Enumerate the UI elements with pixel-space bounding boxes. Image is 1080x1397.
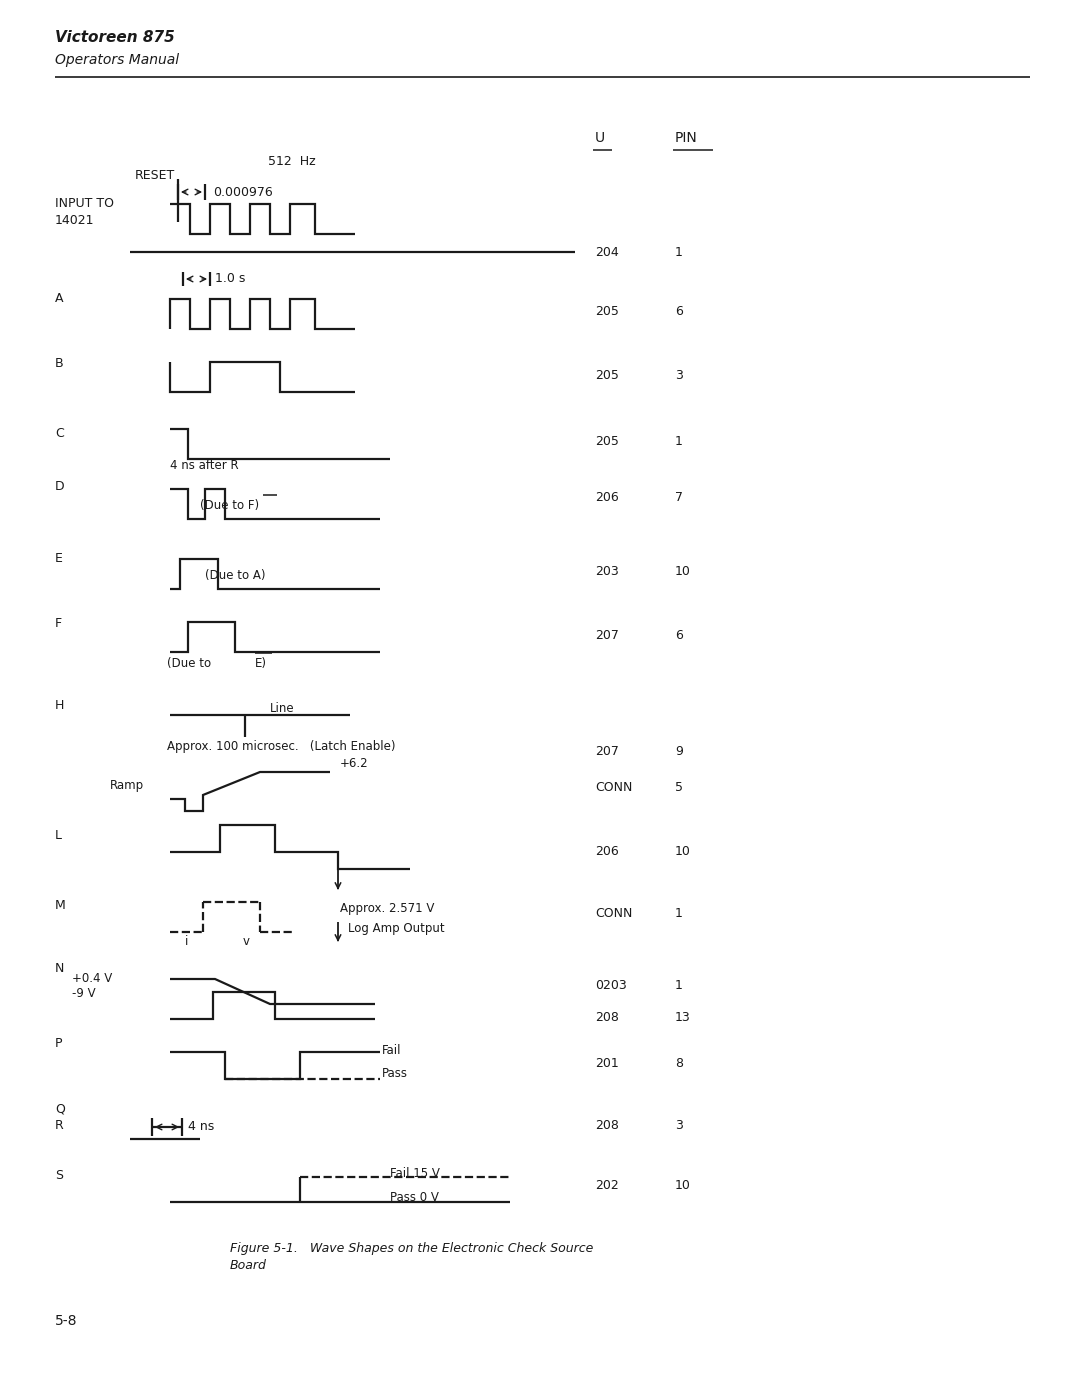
Text: E: E: [55, 552, 63, 564]
Text: 8: 8: [675, 1058, 683, 1070]
Text: Approx. 2.571 V: Approx. 2.571 V: [340, 902, 434, 915]
Text: 9: 9: [675, 745, 683, 759]
Text: i: i: [185, 935, 188, 949]
Text: Log Amp Output: Log Amp Output: [348, 922, 445, 935]
Text: 208: 208: [595, 1011, 619, 1024]
Text: F: F: [55, 617, 63, 630]
Text: D: D: [55, 481, 65, 493]
Text: H: H: [55, 698, 65, 712]
Text: CONN: CONN: [595, 781, 633, 793]
Text: P: P: [55, 1037, 63, 1051]
Text: S: S: [55, 1169, 63, 1182]
Text: 1: 1: [675, 246, 683, 258]
Text: v: v: [243, 935, 249, 949]
Text: M: M: [55, 900, 66, 912]
Text: 1: 1: [675, 434, 683, 448]
Text: 207: 207: [595, 629, 619, 643]
Text: Ramp: Ramp: [110, 780, 144, 792]
Text: 14021: 14021: [55, 214, 95, 226]
Text: L: L: [55, 828, 62, 842]
Text: 208: 208: [595, 1119, 619, 1132]
Text: 1: 1: [675, 979, 683, 992]
Text: U: U: [595, 131, 605, 145]
Text: B: B: [55, 358, 64, 370]
Text: Figure 5-1.   Wave Shapes on the Electronic Check Source: Figure 5-1. Wave Shapes on the Electroni…: [230, 1242, 593, 1255]
Text: 0.000976: 0.000976: [213, 186, 273, 198]
Text: A: A: [55, 292, 64, 305]
Text: Approx. 100 microsec.   (Latch Enable): Approx. 100 microsec. (Latch Enable): [167, 740, 395, 753]
Text: 205: 205: [595, 369, 619, 381]
Text: 1.0 s: 1.0 s: [215, 272, 245, 285]
Text: 206: 206: [595, 490, 619, 504]
Text: E): E): [255, 657, 267, 671]
Text: 6: 6: [675, 305, 683, 319]
Text: 4 ns: 4 ns: [188, 1120, 214, 1133]
Text: Pass: Pass: [382, 1067, 408, 1080]
Text: 207: 207: [595, 745, 619, 759]
Text: Line: Line: [270, 703, 295, 715]
Text: 204: 204: [595, 246, 619, 258]
Text: Pass 0 V: Pass 0 V: [390, 1192, 438, 1204]
Text: (Due to A): (Due to A): [205, 569, 266, 583]
Text: 4 ns after R: 4 ns after R: [170, 460, 239, 472]
Text: Fail 15 V: Fail 15 V: [390, 1166, 440, 1180]
Text: 10: 10: [675, 845, 691, 858]
Text: Victoreen 875: Victoreen 875: [55, 29, 175, 45]
Text: INPUT TO: INPUT TO: [55, 197, 114, 210]
Text: 6: 6: [675, 629, 683, 643]
Text: 1: 1: [675, 907, 683, 921]
Text: 13: 13: [675, 1011, 691, 1024]
Text: 7: 7: [675, 490, 683, 504]
Text: -9 V: -9 V: [72, 988, 96, 1000]
Text: CONN: CONN: [595, 907, 633, 921]
Text: (Due to F): (Due to F): [200, 499, 259, 511]
Text: 202: 202: [595, 1179, 619, 1192]
Text: N: N: [55, 963, 65, 975]
Text: (Due to: (Due to: [167, 657, 211, 671]
Text: 10: 10: [675, 1179, 691, 1192]
Text: RESET: RESET: [135, 169, 175, 182]
Text: 5-8: 5-8: [55, 1315, 78, 1329]
Text: +0.4 V: +0.4 V: [72, 972, 112, 985]
Text: 201: 201: [595, 1058, 619, 1070]
Text: Fail: Fail: [382, 1044, 402, 1058]
Text: 512  Hz: 512 Hz: [268, 155, 315, 168]
Text: 0203: 0203: [595, 979, 626, 992]
Text: 203: 203: [595, 564, 619, 578]
Text: Operators Manual: Operators Manual: [55, 53, 179, 67]
Text: Board: Board: [230, 1259, 267, 1273]
Text: R: R: [55, 1119, 64, 1132]
Text: 3: 3: [675, 369, 683, 381]
Text: Q: Q: [55, 1102, 65, 1115]
Text: 10: 10: [675, 564, 691, 578]
Text: C: C: [55, 427, 64, 440]
Text: 3: 3: [675, 1119, 683, 1132]
Text: 205: 205: [595, 434, 619, 448]
Text: 5: 5: [675, 781, 683, 793]
Text: 206: 206: [595, 845, 619, 858]
Text: PIN: PIN: [675, 131, 698, 145]
Text: +6.2: +6.2: [340, 757, 368, 770]
Text: 205: 205: [595, 305, 619, 319]
